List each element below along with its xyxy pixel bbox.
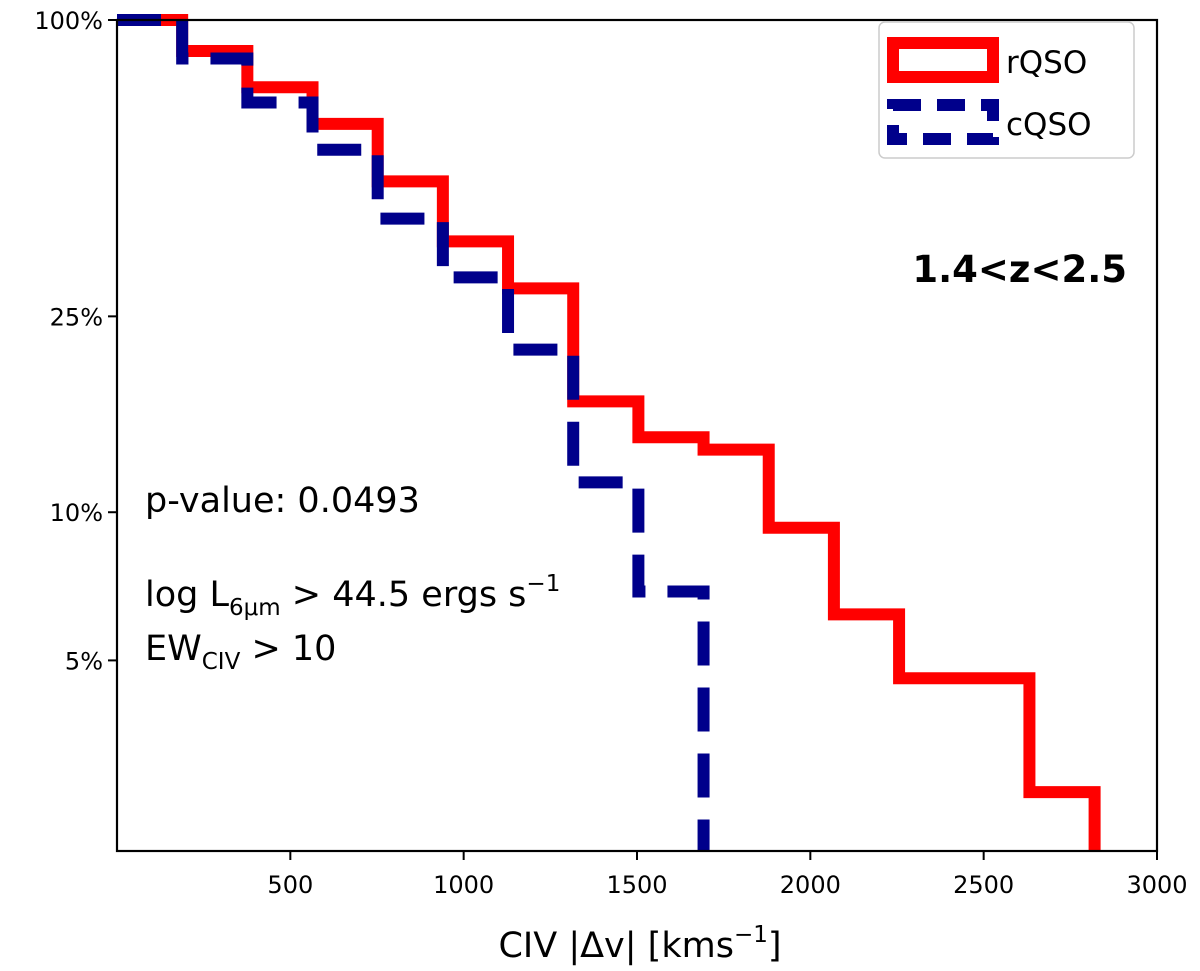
x-tick-label-2000: 2000	[780, 871, 841, 899]
lum-part-a: log L	[145, 575, 229, 615]
pvalue-annotation: p-value: 0.0493	[145, 481, 420, 521]
x-axis-label: CIV |Δv| [kms−1]	[498, 922, 781, 966]
ew-part-b: > 10	[240, 629, 336, 669]
y-tick-label-10: 10%	[50, 499, 103, 527]
y-tick-label-25: 25%	[50, 303, 103, 331]
legend-swatch-rqso	[887, 37, 999, 83]
legend: rQSO cQSO	[878, 21, 1135, 159]
x-tick-label-3000: 3000	[1126, 871, 1187, 899]
x-tick-label-1000: 1000	[433, 871, 494, 899]
lum-subscript: 6μm	[229, 595, 281, 621]
ew-subscript: CIV	[202, 649, 241, 675]
legend-label-cqso: cQSO	[1006, 107, 1092, 143]
legend-box	[878, 21, 1135, 159]
lum-superscript: −1	[526, 571, 560, 597]
xlabel-part-c: | [kms	[625, 926, 734, 966]
series-rqso	[117, 14, 1101, 851]
series-layer	[117, 14, 1101, 851]
y-axis-ticks: 100% 25% 10% 5%	[34, 7, 117, 675]
redshift-annotation: 1.4<z<2.5	[912, 248, 1127, 291]
luminosity-annotation: log L6μm > 44.5 ergs s−1	[145, 571, 560, 621]
x-tick-label-500: 500	[267, 871, 313, 899]
y-tick-label-5: 5%	[65, 647, 103, 675]
y-tick-label-100: 100%	[34, 7, 103, 35]
legend-label-rqso: rQSO	[1006, 45, 1087, 81]
series-cqso	[117, 14, 710, 851]
ew-part-a: EW	[145, 629, 202, 669]
xlabel-superscript: −1	[734, 922, 768, 948]
xlabel-part-d: ]	[768, 926, 782, 966]
ew-annotation: EWCIV > 10	[145, 629, 336, 675]
xlabel-part-a: CIV |	[498, 926, 580, 966]
x-axis-ticks: 500 1000 1500 2000 2500 3000	[267, 851, 1188, 899]
legend-swatch-cqso	[887, 99, 999, 145]
x-tick-label-2500: 2500	[953, 871, 1014, 899]
plot-frame	[115, 18, 1159, 853]
xlabel-part-b: Δv	[580, 926, 625, 966]
x-tick-label-1500: 1500	[606, 871, 667, 899]
lum-part-b: > 44.5 ergs s	[281, 575, 527, 615]
